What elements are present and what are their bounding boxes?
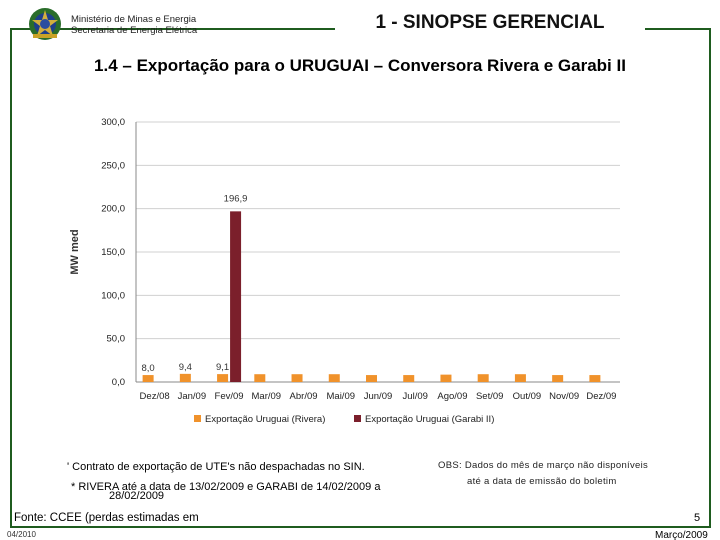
y-tick-label: 250,0 bbox=[101, 160, 125, 171]
ministry-line-1: Ministério de Minas e Energia bbox=[71, 14, 197, 25]
ministry-name: Ministério de Minas e Energia Secretaria… bbox=[71, 14, 197, 36]
legend-label-garabi: Exportação Uruguai (Garabi II) bbox=[365, 414, 494, 425]
footer-date: Março/2009 bbox=[655, 530, 708, 540]
bar-rivera bbox=[589, 375, 601, 382]
x-tick-label: Abr/09 bbox=[290, 391, 318, 402]
bar-rivera bbox=[477, 374, 489, 382]
y-tick-label: 0,0 bbox=[112, 377, 125, 388]
y-tick-label: 150,0 bbox=[101, 247, 125, 258]
y-tick-label: 100,0 bbox=[101, 290, 125, 301]
coat-of-arms-icon bbox=[29, 8, 61, 40]
bar-rivera bbox=[366, 375, 377, 382]
bar-garabi bbox=[230, 211, 242, 382]
x-tick-label: Mai/09 bbox=[327, 391, 356, 402]
page-title: 1.4 – Exportação para o URUGUAI – Conver… bbox=[94, 56, 626, 75]
x-tick-label: Jan/09 bbox=[178, 391, 207, 402]
bar-rivera bbox=[142, 375, 154, 382]
y-tick-label: 50,0 bbox=[107, 334, 126, 345]
x-tick-label: Ago/09 bbox=[437, 391, 467, 402]
bar-rivera bbox=[328, 374, 340, 382]
frame-left-line bbox=[10, 28, 12, 528]
section-title: 1 - SINOPSE GERENCIAL bbox=[335, 12, 645, 34]
bar-rivera bbox=[179, 373, 191, 382]
y-tick-label: 300,0 bbox=[101, 117, 125, 128]
bar-rivera bbox=[514, 374, 526, 382]
x-tick-label: Out/09 bbox=[513, 391, 542, 402]
bar-rivera bbox=[291, 374, 303, 382]
footnote-contract: ' Contrato de exportação de UTE's não de… bbox=[67, 461, 365, 473]
obs-note-line-2: até a data de emissão do boletim bbox=[467, 476, 617, 487]
legend-swatch-garabi bbox=[354, 415, 361, 422]
data-label-rivera: 8,0 bbox=[142, 363, 155, 374]
data-label-garabi: 196,9 bbox=[224, 193, 248, 204]
frame-bottom-line bbox=[10, 526, 711, 528]
y-tick-label: 200,0 bbox=[101, 204, 125, 215]
bar-rivera bbox=[217, 374, 229, 382]
x-tick-label: Jul/09 bbox=[403, 391, 428, 402]
bar-rivera bbox=[403, 375, 415, 382]
obs-note-line-1: OBS: Dados do mês de março não disponíve… bbox=[438, 460, 649, 471]
x-tick-label: Dez/09 bbox=[586, 391, 616, 402]
frame-right-line bbox=[709, 28, 711, 528]
page-number: 5 bbox=[694, 512, 701, 524]
footnote-dates-line-2: 28/02/2009 bbox=[109, 490, 165, 502]
x-tick-label: Jun/09 bbox=[364, 391, 393, 402]
x-tick-label: Dez/08 bbox=[140, 391, 170, 402]
legend-label-rivera: Exportação Uruguai (Rivera) bbox=[205, 414, 325, 425]
y-axis-title: MW med bbox=[69, 229, 81, 274]
bar-rivera bbox=[254, 374, 266, 382]
legend-swatch-rivera bbox=[194, 415, 201, 422]
footnote-dates-line-1: * RIVERA até a data de 13/02/2009 e GARA… bbox=[71, 481, 381, 493]
x-tick-label: Fev/09 bbox=[215, 391, 244, 402]
x-tick-label: Set/09 bbox=[476, 391, 503, 402]
bar-rivera bbox=[552, 375, 564, 382]
data-label-rivera: 9,4 bbox=[179, 362, 192, 373]
ministry-line-2: Secretaria de Energia Elétrica bbox=[71, 25, 198, 36]
x-tick-label: Nov/09 bbox=[549, 391, 579, 402]
data-label-rivera: 9,1 bbox=[216, 362, 229, 373]
x-tick-label: Mar/09 bbox=[252, 391, 282, 402]
export-bar-chart: 300,0 250,0 200,0 150,0 100,0 50,0 0,0 MW med 8,… bbox=[69, 117, 620, 425]
bar-rivera bbox=[440, 374, 452, 382]
source-note: Fonte: CCEE (perdas estimadas em bbox=[14, 512, 199, 524]
overlap-date: 04/2010 bbox=[7, 530, 36, 539]
